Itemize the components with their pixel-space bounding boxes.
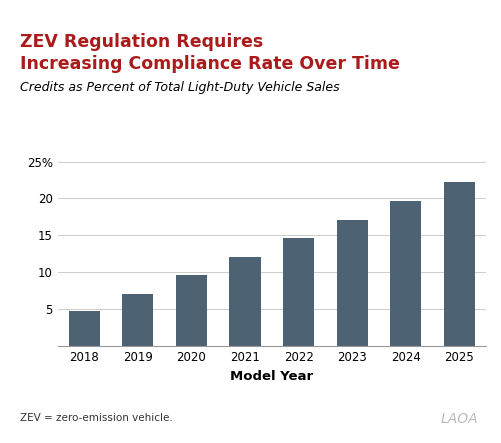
Bar — [390, 201, 421, 346]
Text: ZEV = zero-emission vehicle.: ZEV = zero-emission vehicle. — [20, 413, 173, 423]
Text: Figure 9: Figure 9 — [9, 7, 63, 20]
Bar — [444, 182, 475, 346]
Bar — [122, 294, 153, 346]
Text: Increasing Compliance Rate Over Time: Increasing Compliance Rate Over Time — [20, 55, 400, 74]
Bar — [69, 311, 100, 346]
Text: LAOA: LAOA — [441, 412, 478, 426]
Bar — [337, 221, 368, 346]
Bar — [283, 238, 314, 346]
X-axis label: Model Year: Model Year — [230, 369, 313, 383]
Text: Credits as Percent of Total Light-Duty Vehicle Sales: Credits as Percent of Total Light-Duty V… — [20, 81, 340, 93]
Text: ZEV Regulation Requires: ZEV Regulation Requires — [20, 33, 264, 51]
Bar — [229, 257, 261, 346]
Bar — [176, 275, 207, 346]
